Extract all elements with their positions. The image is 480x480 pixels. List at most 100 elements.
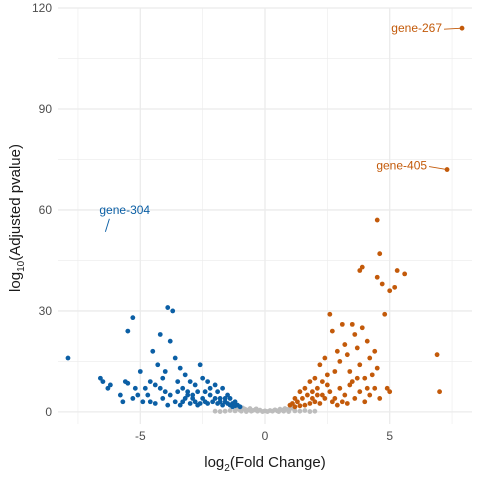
point-up [352, 396, 358, 401]
point-up [364, 385, 370, 391]
point-up [387, 288, 393, 294]
point-down [137, 369, 143, 374]
annotation-leader [428, 166, 448, 170]
point-up [377, 396, 383, 401]
annotation-label: gene-405 [376, 159, 427, 173]
point-up [312, 375, 318, 381]
point-up [362, 375, 368, 381]
point-ns [253, 406, 259, 412]
point-down [197, 362, 203, 368]
point-up [357, 389, 363, 395]
point-down [140, 399, 146, 405]
point-up [354, 345, 360, 351]
point-down [120, 399, 126, 405]
point-up [367, 355, 373, 361]
point-up [332, 396, 338, 401]
point-up [324, 382, 330, 388]
point-up [339, 399, 345, 405]
point-down [212, 382, 218, 388]
point-up [304, 392, 310, 398]
point-ns [243, 409, 249, 414]
y-tick-label: 60 [39, 203, 53, 217]
point-down [182, 396, 188, 401]
point-up [307, 401, 313, 406]
point-down [125, 380, 131, 386]
point-up [322, 396, 328, 401]
point-down [207, 385, 213, 391]
point-up [347, 369, 353, 374]
point-down [157, 385, 163, 391]
point-up [300, 396, 305, 401]
y-tick-label: 90 [39, 102, 53, 116]
point-down [165, 402, 171, 408]
point-up [327, 389, 333, 395]
point-down [212, 396, 218, 401]
annotation-leader [104, 218, 110, 232]
point-down [130, 315, 136, 321]
point-up [297, 403, 303, 409]
point-up [372, 348, 378, 354]
point-down [147, 399, 153, 405]
point-up [342, 392, 348, 398]
point-down [195, 389, 201, 395]
point-ns [217, 409, 223, 414]
point-down [210, 399, 216, 405]
point-down [177, 402, 183, 408]
point-down [187, 379, 193, 384]
point-up [302, 385, 308, 391]
point-up [387, 389, 393, 395]
y-tick-label: 30 [39, 304, 53, 318]
x-tick-label: 0 [262, 429, 269, 443]
point-up [359, 264, 365, 270]
point-up [349, 379, 355, 384]
point-up [324, 372, 330, 378]
point-down [130, 396, 136, 401]
point-down [107, 382, 113, 388]
point-up [374, 274, 380, 280]
annotation-label: gene-267 [391, 21, 442, 35]
data-points [65, 25, 465, 414]
point-up [374, 365, 380, 371]
annotations: gene-267 gene-405 gene-304 [99, 21, 463, 232]
point-down [170, 308, 176, 314]
point-down [142, 385, 148, 391]
point-up [314, 392, 320, 398]
point-up [362, 399, 368, 405]
point-ns [212, 408, 218, 414]
grid [58, 7, 472, 424]
point-down [157, 332, 163, 337]
point-up [372, 385, 378, 391]
point-down [202, 389, 208, 395]
point-down [125, 328, 131, 334]
point-up [342, 342, 348, 347]
point-up [307, 379, 313, 384]
point-down [217, 399, 223, 405]
point-down [197, 401, 203, 406]
point-down [217, 396, 223, 401]
x-tick-label: 5 [386, 429, 393, 443]
point-down [227, 396, 233, 401]
point-down [180, 385, 186, 391]
point-down [232, 399, 238, 405]
annotation-label: gene-304 [99, 203, 150, 217]
y-tick-label: 120 [32, 1, 52, 15]
point-down [105, 385, 111, 391]
point-ns [227, 408, 233, 413]
point-ns [307, 409, 313, 414]
y-tick-label: 0 [45, 405, 52, 419]
point-up [359, 325, 365, 331]
point-up [384, 385, 390, 391]
point-down [200, 396, 206, 401]
point-down [175, 389, 181, 395]
point-down [150, 348, 156, 354]
point-up [292, 404, 298, 410]
point-down [202, 399, 208, 405]
point-down [160, 375, 166, 381]
point-up [352, 332, 358, 337]
point-up [334, 348, 340, 354]
point-down [232, 403, 238, 409]
point-up [444, 167, 450, 172]
point-down [97, 375, 103, 381]
point-down [172, 355, 178, 361]
